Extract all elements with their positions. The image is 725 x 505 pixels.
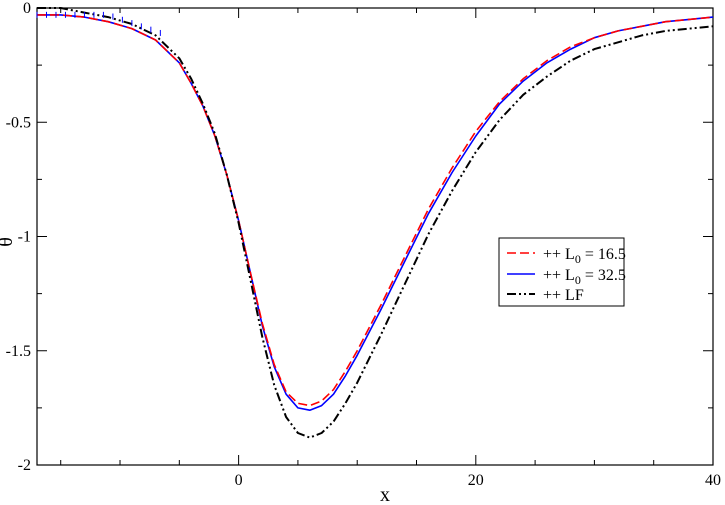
series-line-0: [37, 14, 714, 407]
y-tick-label: -2: [18, 457, 31, 474]
legend-label-0: ++ L0 = 16.5: [543, 246, 626, 266]
series-line-1: [37, 14, 714, 412]
tick-labels: 0 20 40 0 -0.5 -1 -1.5 -2: [6, 0, 721, 489]
legend-label-2: ++ LF: [543, 287, 584, 304]
series-layer: [36, 7, 714, 439]
x-axis-label: x: [380, 484, 390, 505]
y-tick-label: 0: [23, 0, 31, 17]
x-tick-label: 0: [235, 472, 243, 489]
y-tick-label: -1: [18, 229, 31, 246]
legend-label-1: ++ L0 = 32.5: [543, 267, 626, 287]
legend-box: [498, 237, 625, 307]
x-tick-label: 20: [468, 472, 484, 489]
y-axis-label: θ: [0, 237, 17, 247]
y-tick-label: -0.5: [6, 114, 31, 131]
series-line-2: [37, 7, 714, 439]
legend: ++ L0 = 16.5++ L0 = 32.5++ LF: [498, 237, 626, 307]
y-tick-label: -1.5: [6, 343, 31, 360]
plot-frame: [36, 7, 714, 466]
x-tick-label: 40: [705, 472, 721, 489]
axis-ticks: [37, 7, 714, 466]
